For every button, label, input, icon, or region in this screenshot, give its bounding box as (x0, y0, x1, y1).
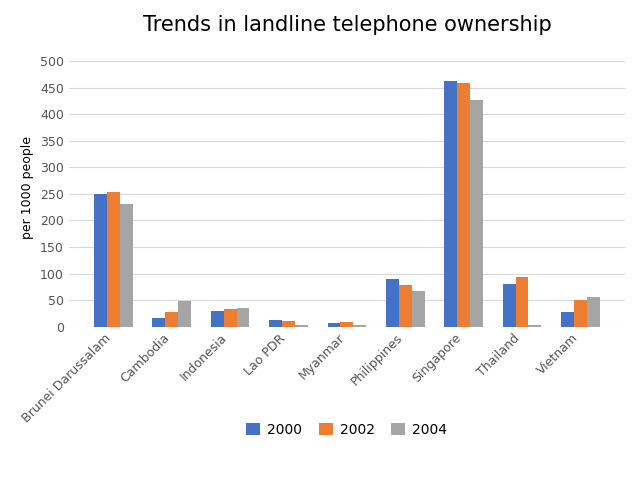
Bar (152, 318, 165, 327)
Bar (574, 300, 587, 327)
Bar (516, 277, 529, 327)
Bar (282, 321, 295, 327)
Bar (412, 291, 424, 327)
Bar (120, 205, 132, 327)
Bar (444, 81, 457, 327)
Bar (165, 312, 178, 327)
Bar (94, 194, 107, 327)
Bar (386, 279, 399, 327)
Bar (503, 284, 516, 327)
Bar (587, 297, 600, 327)
Bar (269, 320, 282, 327)
Legend: 2000, 2002, 2004: 2000, 2002, 2004 (241, 417, 453, 442)
Bar (457, 83, 470, 327)
Bar (224, 309, 237, 327)
Bar (295, 325, 308, 327)
Bar (107, 192, 120, 327)
Bar (470, 100, 483, 327)
Bar (529, 325, 541, 327)
Bar (340, 322, 353, 327)
Bar (237, 308, 250, 327)
Bar (399, 285, 412, 327)
Bar (561, 312, 574, 327)
Bar (211, 311, 224, 327)
Title: Trends in landline telephone ownership: Trends in landline telephone ownership (143, 15, 551, 35)
Bar (178, 301, 191, 327)
Y-axis label: per 1000 people: per 1000 people (21, 136, 35, 239)
Bar (328, 323, 340, 327)
Bar (353, 325, 366, 327)
